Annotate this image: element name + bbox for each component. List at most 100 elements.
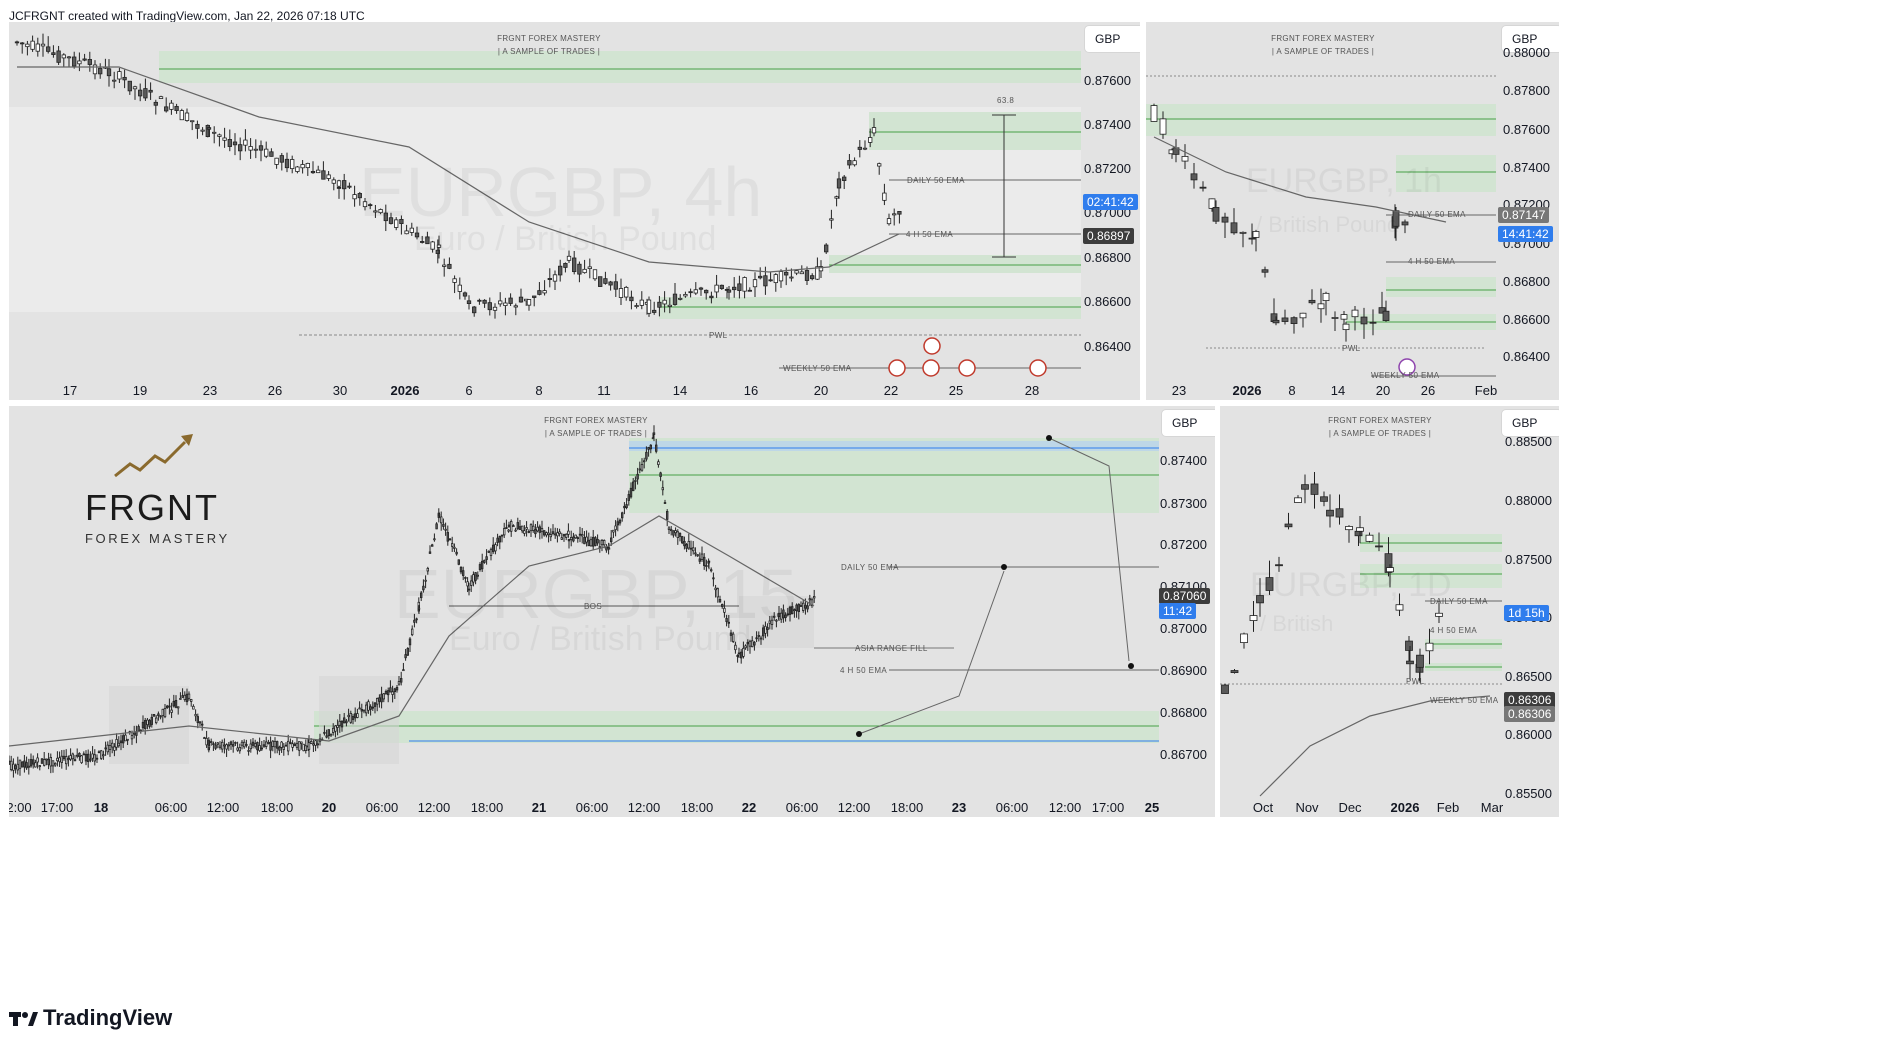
chart-panel-1h[interactable]: EURGBP, 1h / British Pound FRGNT FOREX M… [1146, 22, 1559, 400]
candle [179, 698, 182, 700]
currency-button[interactable]: GBP [1502, 26, 1559, 52]
time-tick: 19 [132, 383, 148, 398]
candle [1345, 526, 1353, 531]
watermark-symbol: EURGBP, 4h [359, 153, 763, 231]
candle [472, 574, 475, 583]
event-icon [923, 337, 941, 355]
candle [1261, 269, 1269, 273]
candle [293, 743, 297, 747]
candle [327, 729, 331, 737]
time-scale[interactable]: 17 19 23 26 30 2026 6 8 11 14 16 20 22 2… [9, 383, 1089, 399]
candle [1356, 527, 1364, 532]
candle [744, 645, 747, 649]
candle [157, 713, 160, 716]
candle [29, 759, 33, 767]
candle [503, 302, 508, 306]
candle [587, 539, 591, 547]
candle [342, 180, 347, 190]
candle [513, 305, 518, 308]
candle [505, 527, 508, 529]
candle [91, 753, 94, 759]
time-tick: 17:00 [1091, 800, 1125, 815]
chart-panel-4h[interactable]: EURGBP, 4h Euro / British Pound FRGNT FO… [9, 22, 1140, 400]
candle [810, 599, 814, 607]
chart-canvas-1d[interactable] [1220, 406, 1559, 817]
currency-button[interactable]: GBP [1162, 410, 1215, 436]
time-scale[interactable]: Oct Nov Dec 2026 Feb Mar [1220, 800, 1503, 816]
candle [512, 525, 515, 528]
ema-line [9, 515, 815, 747]
candle [389, 687, 392, 693]
weekly-ema-price-tag: 0.86306 [1504, 706, 1556, 722]
candle [185, 693, 189, 703]
candle [1256, 595, 1264, 604]
candle [1406, 660, 1414, 665]
candle [40, 758, 44, 764]
chart-canvas-4h[interactable] [9, 22, 1140, 400]
time-tick: 18:00 [890, 800, 924, 815]
candle [436, 244, 442, 248]
candle [740, 651, 743, 659]
label-4h-ema: 4 H 50 EMA [840, 666, 888, 675]
candle [753, 641, 756, 646]
label-daily-ema: DAILY 50 EMA [907, 176, 965, 185]
time-scale[interactable]: 23 2026 8 14 20 26 Feb [1146, 383, 1497, 399]
chart-canvas-1h[interactable] [1146, 22, 1559, 400]
candle [509, 521, 513, 532]
candle [297, 741, 301, 751]
candle [598, 276, 603, 287]
candle [284, 744, 288, 747]
candle [842, 176, 847, 181]
currency-button[interactable]: GBP [1085, 26, 1140, 52]
chart-panel-1d[interactable]: EURGBP, 1D / British FRGNT FOREX MASTERY… [1220, 406, 1559, 817]
candle [51, 760, 55, 767]
candle [238, 747, 242, 752]
candle [582, 268, 587, 274]
candle [560, 537, 564, 540]
candle [1221, 684, 1229, 694]
candle [25, 43, 30, 48]
candle [518, 526, 522, 530]
candle [286, 740, 290, 752]
last-price-tag: 0.86306 [1504, 692, 1556, 708]
candle [545, 532, 548, 536]
candle [1281, 317, 1289, 322]
candle [748, 640, 752, 647]
candle [321, 170, 326, 180]
chart-panel-15m[interactable]: EURGBP, 15 Euro / British Pound FRGNT FO… [9, 406, 1215, 817]
candle [1301, 484, 1309, 490]
price-scale[interactable]: 0.88500 0.88000 0.87500 0.87000 0.86500 … [1502, 406, 1552, 801]
candle [336, 180, 342, 187]
candle [143, 720, 147, 729]
candle [538, 526, 542, 533]
candle [596, 538, 599, 544]
price-tick: 0.87000 [1160, 621, 1207, 636]
candle [877, 163, 882, 167]
projection-curve [858, 570, 1005, 735]
candle [9, 760, 11, 765]
candle [36, 757, 39, 763]
time-tick: 18 [93, 800, 109, 815]
candle [329, 733, 333, 736]
candle [212, 743, 215, 746]
candle [153, 101, 158, 106]
candle [362, 709, 366, 712]
chart-canvas-15m[interactable] [9, 406, 1215, 817]
price-scale[interactable]: 0.88000 0.87800 0.87600 0.87400 0.87200 … [1496, 22, 1550, 382]
currency-button[interactable]: GBP [1502, 410, 1559, 436]
candle [1249, 615, 1258, 621]
candle [278, 746, 281, 751]
candle [1317, 303, 1325, 310]
price-tick: 0.87300 [1160, 496, 1207, 511]
candle [163, 708, 167, 718]
candle [784, 614, 787, 618]
candle [174, 106, 179, 111]
price-tick: 0.88000 [1503, 45, 1550, 60]
time-scale[interactable]: 2:00 17:00 18 06:00 12:00 18:00 20 06:00… [9, 800, 1159, 816]
candle [181, 695, 184, 698]
candle [685, 544, 688, 549]
projection-curve [1048, 437, 1130, 662]
tradingview-footer[interactable]: TradingView [9, 1005, 172, 1031]
event-icon [922, 359, 940, 377]
price-scale[interactable]: 0.87400 0.87300 0.87200 0.87100 0.87000 … [1159, 406, 1207, 796]
